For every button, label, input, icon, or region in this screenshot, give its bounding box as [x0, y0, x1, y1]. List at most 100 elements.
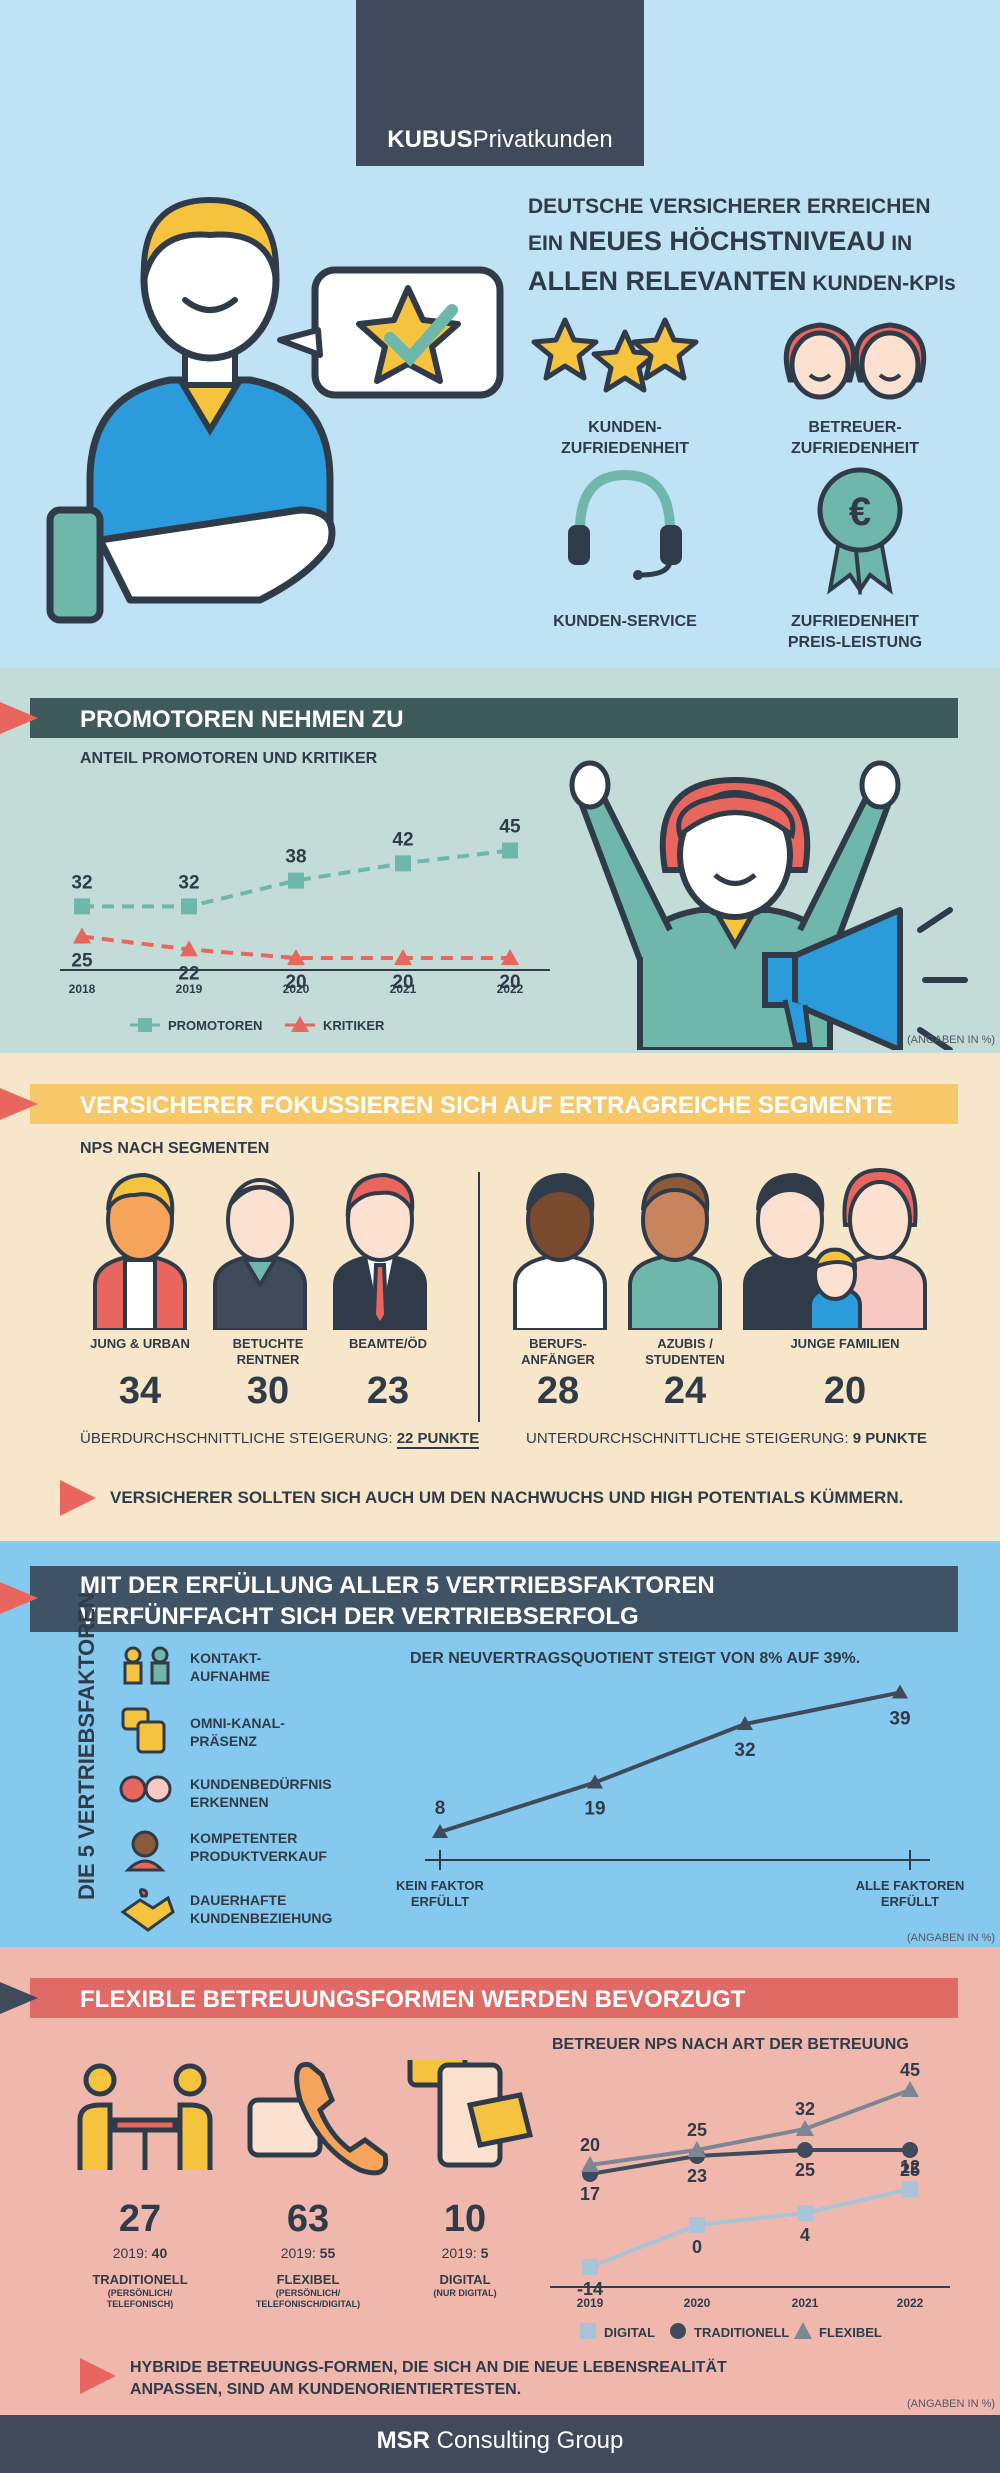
promo-data-label: 20 — [392, 972, 413, 993]
promo-data-label: 32 — [71, 872, 92, 893]
legend-marker-critics — [291, 1016, 309, 1032]
megaphone-icon — [762, 907, 903, 1050]
care-x-tick: 2020 — [684, 2296, 711, 2310]
promo-data-label: 38 — [285, 847, 306, 868]
brand-tab — [356, 0, 644, 166]
promo-data-label: 32 — [178, 872, 199, 893]
segment-value-trainees-students: 24 — [663, 1370, 707, 1412]
contact-icon — [123, 1646, 170, 1685]
segments-subtitle: NPS NACH SEGMENTEN — [80, 1140, 270, 1157]
above-average-note: ÜBERDURCHSCHNITTLICHE STEIGERUNG: 22 PUN… — [80, 1430, 480, 1449]
footer-logo: MSR Consulting Group — [376, 2427, 624, 2454]
mode-sub-traditional: (PERSÖNLICH/ TELEFONISCH) — [106, 2288, 174, 2310]
care-note: (ANGABEN IN %) — [907, 2398, 996, 2410]
footer: MSR Consulting Group — [0, 2415, 1000, 2473]
care-data-label: 0 — [692, 2237, 702, 2257]
factor-contact: KONTAKT- AUFNAHME — [190, 1650, 271, 1684]
sales-line — [439, 1690, 901, 1834]
factor-relationship: DAUERHAFTE KUNDENBEZIEHUNG — [190, 1892, 333, 1926]
mode-prev-traditional: 2019: 40 — [112, 2245, 168, 2261]
promo-data-label: 20 — [499, 972, 520, 993]
care-callout-arrow — [80, 2358, 116, 2394]
mode-name-digital: DIGITAL — [439, 2272, 491, 2287]
care-point — [902, 2142, 918, 2158]
care-point — [902, 2181, 918, 2197]
sales-point — [737, 1716, 753, 1730]
segment-name-wealthy-retirees: BETUCHTE RENTNER — [232, 1336, 304, 1368]
advisor-hand-illustration — [46, 196, 504, 624]
care-point — [901, 2081, 919, 2097]
kpi-label-customer-service: KUNDEN-SERVICE — [553, 613, 697, 630]
sales-factors-vertical-label: DIE 5 VERTRIEBSFAKTOREN — [74, 1592, 99, 1900]
kpi-label-customer-satisfaction: KUNDEN- ZUFRIEDENHEIT — [561, 419, 689, 457]
factor-omnichannel: OMNI-KANAL- PRÄSENZ — [190, 1715, 285, 1749]
segment-name-young-urban: JUNG & URBAN — [90, 1336, 190, 1351]
care-data-label: -14 — [577, 2279, 603, 2299]
care-callout: HYBRIDE BETREUUNGS-FORMEN, DIE SICH AN D… — [130, 2359, 727, 2398]
care-legend-label: FLEXIBEL — [819, 2325, 882, 2340]
mode-sub-flexible: (PERSÖNLICH/ TELEFONISCH/DIGITAL) — [255, 2288, 361, 2310]
kpi-label-advisor-satisfaction: BETREUER- ZUFRIEDENHEIT — [791, 419, 919, 457]
kpi-label-price-performance: ZUFRIEDENHEIT PREIS-LEISTUNG — [787, 613, 923, 651]
promo-point — [287, 949, 305, 965]
promo-point — [394, 949, 412, 965]
promo-x-tick: 2022 — [497, 982, 524, 996]
promo-x-tick: 2019 — [176, 982, 203, 996]
mode-value-traditional: 27 — [118, 2198, 162, 2240]
promo-line-promotoren — [82, 848, 511, 909]
care-data-label: 32 — [795, 2099, 815, 2119]
sales-data-label: 8 — [435, 1798, 446, 1819]
segments-callout: VERSICHERER SOLLTEN SICH AUCH UM DEN NAC… — [110, 1488, 904, 1507]
care-chart: 2019 2020 2021 2022 -14 0 4 12 17 23 25 25 20 25 32 45 D… — [550, 2060, 950, 2340]
sales-chart-title: DER NEUVERTRAGSQUOTIENT STEIGT VON 8% AU… — [410, 1650, 861, 1667]
mode-sub-digital: (NUR DIGITAL) — [433, 2288, 497, 2298]
promo-data-label: 25 — [71, 951, 93, 972]
advisor-icon — [124, 1830, 166, 1872]
segment-people-illustration — [93, 1167, 927, 1330]
legend-label-critics: KRITIKER — [323, 1018, 385, 1033]
legend-marker-promoters — [138, 1018, 152, 1032]
promo-point — [180, 940, 198, 957]
promo-point — [395, 855, 411, 872]
factor-needs: KUNDENBEDÜRFNIS ERKENNEN — [190, 1776, 332, 1810]
omnichannel-icon — [121, 1707, 166, 1754]
sales-point — [432, 1824, 448, 1838]
care-section — [0, 1947, 1000, 2415]
segments-title: VERSICHERER FOKUSSIEREN SICH AUF ERTRAGR… — [80, 1092, 893, 1119]
care-legend-label: TRADITIONELL — [694, 2325, 789, 2340]
segment-name-civil-servants: BEAMTE/ÖD — [349, 1336, 427, 1351]
advisors-icon — [783, 322, 927, 400]
care-x-tick: 2021 — [792, 2296, 819, 2310]
sales-point — [587, 1774, 603, 1789]
care-point — [689, 2217, 705, 2233]
promo-x-tick: 2018 — [69, 982, 96, 996]
factor-icons — [119, 1646, 175, 1932]
below-average-note: UNTERDURCHSCHNITTLICHE STEIGERUNG: 9 PUN… — [526, 1430, 927, 1447]
care-line-digital — [589, 2187, 911, 2269]
promo-data-label: 20 — [285, 972, 306, 993]
mode-name-flexible: FLEXIBEL — [276, 2272, 340, 2287]
handshake-icon — [120, 1888, 175, 1932]
megaphone-person-illustration — [569, 760, 968, 1050]
main-headline: DEUTSCHE VERSICHERER ERREICHEN EIN NEUES… — [528, 195, 956, 296]
mode-value-flexible: 63 — [286, 2198, 330, 2240]
sales-start-label: ERFÜLLT — [411, 1894, 469, 1909]
care-data-label: 4 — [800, 2225, 810, 2245]
mode-prev-digital: 2019: 5 — [441, 2245, 489, 2261]
three-stars-icon — [531, 317, 699, 393]
care-chart-title: BETREUER NPS NACH ART DER BETREUUNG — [552, 2036, 909, 2053]
sales-title: MIT DER ERFÜLLUNG ALLER 5 VERTRIEBSFAKTO… — [80, 1572, 715, 1631]
care-data-label: 45 — [900, 2060, 920, 2080]
care-mode-icons — [77, 2060, 534, 2176]
phone-icon — [247, 2061, 389, 2176]
promo-point — [73, 927, 91, 944]
segment-divider — [478, 1172, 480, 1422]
headset-icon — [568, 470, 682, 580]
segment-name-trainees-students: AZUBIS / STUDENTEN — [645, 1336, 725, 1368]
segment-name-young-families: JUNGE FAMILIEN — [790, 1336, 900, 1351]
promo-data-label: 45 — [499, 817, 521, 838]
promo-data-label: 42 — [392, 829, 413, 850]
